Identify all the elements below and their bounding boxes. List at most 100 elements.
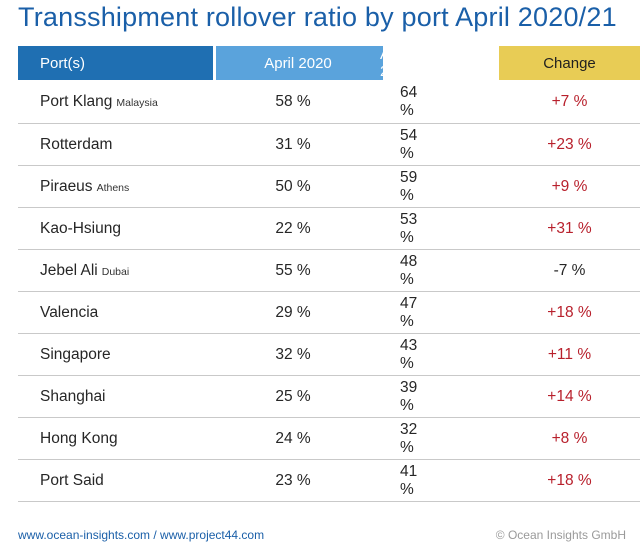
header-april-2020: April 2020	[216, 46, 380, 80]
gap-cell	[496, 250, 499, 292]
april-2021-value: 53 %	[380, 208, 417, 250]
port-name: Jebel Ali	[40, 261, 98, 279]
april-2021-value: 43 %	[380, 334, 417, 376]
footer-copyright: © Ocean Insights GmbH	[495, 528, 626, 542]
table-row: Kao-Hsiung 22 % 53 % +31 %	[18, 208, 640, 250]
port-cell: Singapore	[18, 334, 213, 376]
change-value: +8 %	[499, 418, 640, 460]
change-value: -7 %	[499, 250, 640, 292]
april-2020-value: 22 %	[216, 208, 380, 250]
gap-cell	[213, 376, 216, 418]
april-2021-value: 59 %	[380, 166, 417, 208]
rollover-table: Port(s) April 2020 April 2021 Change Por…	[18, 46, 640, 502]
chart-title: Transshipment rollover ratio by port Apr…	[18, 2, 617, 32]
april-2020-value: 23 %	[216, 460, 380, 502]
gap-cell	[213, 80, 216, 124]
change-value: +7 %	[499, 80, 640, 124]
april-2020-value: 29 %	[216, 292, 380, 334]
port-location: Dubai	[101, 265, 130, 278]
gap-cell	[383, 418, 496, 460]
gap-cell	[383, 292, 496, 334]
gap-cell	[213, 250, 216, 292]
table-row: Piraeus Athens 50 % 59 % +9 %	[18, 166, 640, 208]
port-cell: Port Said	[18, 460, 213, 502]
port-cell: Piraeus Athens	[18, 166, 213, 208]
port-name: Port Klang	[40, 92, 113, 110]
april-2020-value: 24 %	[216, 418, 380, 460]
table-row: Singapore 32 % 43 % +11 %	[18, 334, 640, 376]
gap-cell	[383, 376, 496, 418]
gap-cell	[496, 418, 499, 460]
gap-cell	[496, 166, 499, 208]
april-2020-value: 58 %	[216, 80, 380, 124]
header-april-2021: April 2021	[380, 46, 413, 80]
april-2021-value: 48 %	[380, 250, 417, 292]
april-2020-value: 50 %	[216, 166, 380, 208]
port-name: Piraeus	[40, 177, 93, 195]
gap-cell	[213, 460, 216, 502]
table-row: Port Said 23 % 41 % +18 %	[18, 460, 640, 502]
gap-cell	[496, 460, 499, 502]
gap-cell	[496, 124, 499, 166]
april-2021-value: 41 %	[380, 460, 417, 502]
port-name: Rotterdam	[40, 135, 113, 153]
change-value: +18 %	[499, 460, 640, 502]
april-2020-value: 25 %	[216, 376, 380, 418]
gap-cell	[213, 292, 216, 334]
april-2021-value: 47 %	[380, 292, 417, 334]
gap-cell	[383, 166, 496, 208]
change-value: +18 %	[499, 292, 640, 334]
april-2021-value: 64 %	[380, 80, 417, 124]
gap-cell	[496, 376, 499, 418]
table-row: Port Klang Malaysia 58 % 64 % +7 %	[18, 80, 640, 124]
gap-cell	[383, 208, 496, 250]
table-row: Jebel Ali Dubai 55 % 48 % -7 %	[18, 250, 640, 292]
gap-cell	[383, 124, 496, 166]
port-name: Shanghai	[40, 387, 106, 405]
port-name: Singapore	[40, 345, 111, 363]
table-body: Port Klang Malaysia 58 % 64 % +7 % Rotterdam 3…	[18, 80, 640, 502]
gap-cell	[383, 250, 496, 292]
change-value: +23 %	[499, 124, 640, 166]
table-row: Shanghai 25 % 39 % +14 %	[18, 376, 640, 418]
footer-links[interactable]: www.ocean-insights.com / www.project44.c…	[18, 528, 265, 542]
change-value: +11 %	[499, 334, 640, 376]
gap-cell	[496, 292, 499, 334]
table-row: Rotterdam 31 % 54 % +23 %	[18, 124, 640, 166]
gap-cell	[213, 124, 216, 166]
gap-cell	[383, 460, 496, 502]
header-gap	[383, 46, 496, 80]
april-2021-value: 32 %	[380, 418, 417, 460]
gap-cell	[383, 80, 496, 124]
header-gap	[213, 46, 216, 80]
gap-cell	[496, 334, 499, 376]
port-name: Valencia	[40, 303, 99, 321]
april-2021-value: 54 %	[380, 124, 417, 166]
header-gap	[496, 46, 499, 80]
header-change: Change	[499, 46, 640, 80]
port-name: Hong Kong	[40, 429, 118, 447]
header-row: Port(s) April 2020 April 2021 Change	[18, 46, 640, 80]
april-2020-value: 55 %	[216, 250, 380, 292]
port-cell: Port Klang Malaysia	[18, 80, 213, 124]
header-port: Port(s)	[18, 46, 213, 80]
change-value: +9 %	[499, 166, 640, 208]
gap-cell	[496, 208, 499, 250]
port-location: Malaysia	[116, 96, 158, 109]
gap-cell	[213, 208, 216, 250]
gap-cell	[213, 334, 216, 376]
port-name: Kao-Hsiung	[40, 219, 121, 237]
port-cell: Kao-Hsiung	[18, 208, 213, 250]
port-name: Port Said	[40, 471, 104, 489]
gap-cell	[213, 166, 216, 208]
port-cell: Rotterdam	[18, 124, 213, 166]
port-cell: Hong Kong	[18, 418, 213, 460]
change-value: +14 %	[499, 376, 640, 418]
april-2020-value: 32 %	[216, 334, 380, 376]
table-row: Valencia 29 % 47 % +18 %	[18, 292, 640, 334]
april-2020-value: 31 %	[216, 124, 380, 166]
gap-cell	[383, 334, 496, 376]
gap-cell	[213, 418, 216, 460]
port-cell: Valencia	[18, 292, 213, 334]
port-cell: Shanghai	[18, 376, 213, 418]
